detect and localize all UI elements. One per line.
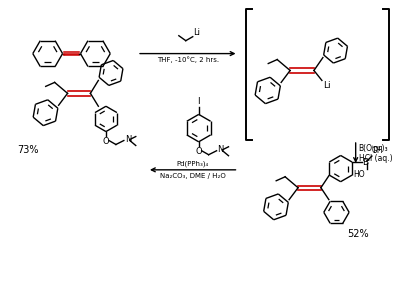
- Text: OH: OH: [372, 146, 384, 155]
- Text: Na₂CO₃, DME / H₂O: Na₂CO₃, DME / H₂O: [160, 173, 226, 179]
- Text: Pd(PPh₃)₄: Pd(PPh₃)₄: [177, 160, 209, 167]
- Text: B: B: [362, 158, 368, 166]
- Text: Li: Li: [323, 82, 330, 90]
- Text: O: O: [103, 137, 109, 145]
- Text: B(Oⁱpr)₃: B(Oⁱpr)₃: [359, 144, 388, 153]
- Text: HCl (aq.): HCl (aq.): [359, 154, 392, 163]
- Text: 73%: 73%: [17, 145, 38, 155]
- Text: Li: Li: [193, 28, 200, 37]
- Text: N: N: [125, 135, 131, 144]
- Text: HO: HO: [353, 170, 365, 179]
- Text: N: N: [218, 145, 224, 154]
- Text: O: O: [195, 147, 202, 156]
- Text: I: I: [197, 97, 200, 107]
- Text: THF, -10°C, 2 hrs.: THF, -10°C, 2 hrs.: [157, 56, 219, 63]
- Text: 52%: 52%: [347, 229, 368, 239]
